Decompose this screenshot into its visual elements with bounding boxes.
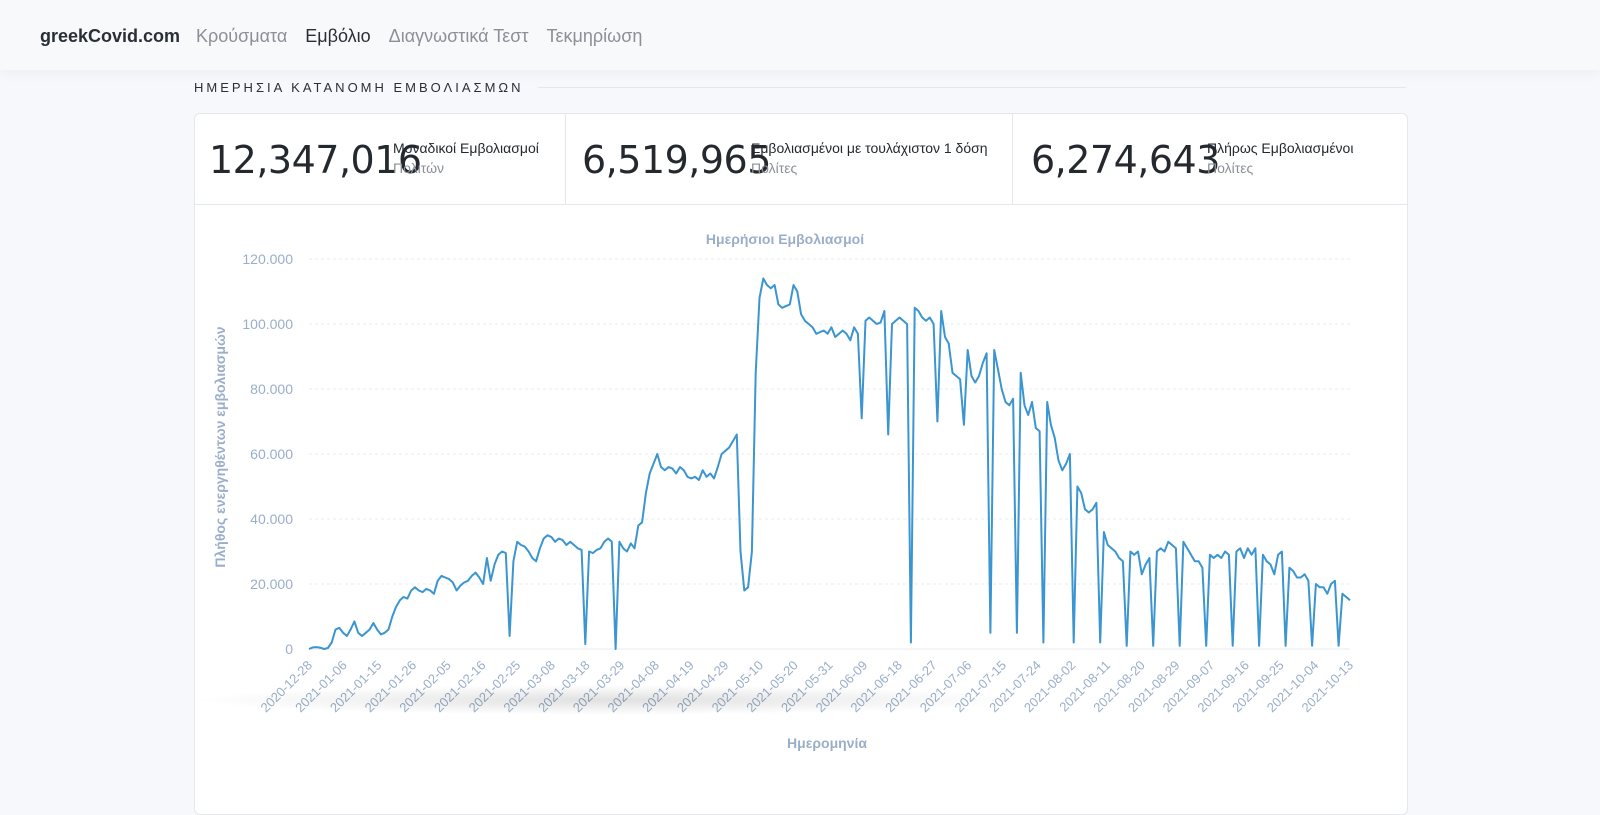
section-divider xyxy=(537,86,1406,88)
stats-row: 12,347,016 Μοναδικοί Εμβολιασμοί Πολιτών… xyxy=(195,114,1407,205)
brand-logo[interactable]: greekCovid.com xyxy=(40,26,181,46)
stat-unique-vaccinations: 12,347,016 Μοναδικοί Εμβολιασμοί Πολιτών xyxy=(195,114,566,204)
section-title: ΗΜΕΡΗΣΙΑ ΚΑΤΑΝΟΜΗ ΕΜΒΟΛΙΑΣΜΩΝ xyxy=(194,79,524,95)
series xyxy=(308,277,1351,650)
daily-vaccinations-chart: Ημερήσιοι Εμβολιασμοί 0 20.000 40.000 60.00… xyxy=(195,204,1407,804)
y-tick-label: 40.000 xyxy=(250,511,293,527)
nav-link-cases[interactable]: Κρούσματα xyxy=(196,26,288,46)
nav-link-docs[interactable]: Τεκμηρίωση xyxy=(546,26,643,46)
decorative-shadow xyxy=(190,685,1030,715)
section-header: ΗΜΕΡΗΣΙΑ ΚΑΤΑΝΟΜΗ ΕΜΒΟΛΙΑΣΜΩΝ xyxy=(194,77,1406,97)
nav-link-vaccine[interactable]: Εμβόλιο xyxy=(305,26,371,46)
stat-at-least-one-dose: 6,519,965 Εμβολιασμένοι με τουλάχιστον 1… xyxy=(566,114,1013,204)
y-tick-label: 120.000 xyxy=(242,251,293,267)
stat-value: 6,519,965 xyxy=(582,138,771,182)
series-line-daily-vaccinations xyxy=(308,277,1351,650)
stat-sublabel: Πολιτών xyxy=(393,160,445,176)
nav-link-tests[interactable]: Διαγνωστικά Τεστ xyxy=(388,26,529,46)
y-axis-ticks: 0 20.000 40.000 60.000 80.000 100.000 120.000 xyxy=(242,251,293,657)
stat-value: 6,274,643 xyxy=(1031,138,1220,182)
stat-sublabel: Πολίτες xyxy=(751,160,798,176)
stat-sublabel: Πολίτες xyxy=(1207,160,1254,176)
grid xyxy=(309,258,1350,650)
stat-label: Εμβολιασμένοι με τουλάχιστον 1 δόση xyxy=(751,140,988,156)
stat-fully-vaccinated: 6,274,643 Πλήρως Εμβολιασμένοι Πολίτες xyxy=(1013,114,1407,204)
stat-value: 12,347,016 xyxy=(209,138,422,182)
stat-label: Μοναδικοί Εμβολιασμοί xyxy=(393,140,539,156)
y-tick-label: 20.000 xyxy=(250,576,293,592)
y-tick-label: 100.000 xyxy=(242,316,293,332)
x-axis-label: Ημερομηνία xyxy=(787,735,867,751)
y-tick-label: 60.000 xyxy=(250,446,293,462)
y-axis-label: Πλήθος ενεργηθέντων εμβολιασμών xyxy=(212,326,228,567)
chart-svg: Ημερήσιοι Εμβολιασμοί 0 20.000 40.000 60.00… xyxy=(212,231,1356,751)
y-tick-label: 0 xyxy=(285,641,293,657)
vaccination-card: 12,347,016 Μοναδικοί Εμβολιασμοί Πολιτών… xyxy=(194,113,1408,815)
top-navbar: greekCovid.com Κρούσματα Εμβόλιο Διαγνωσ… xyxy=(0,0,1600,70)
y-tick-label: 80.000 xyxy=(250,381,293,397)
nav-links: Κρούσματα Εμβόλιο Διαγνωστικά Τεστ Τεκμη… xyxy=(196,26,642,47)
stat-label: Πλήρως Εμβολιασμένοι xyxy=(1207,140,1354,156)
chart-title: Ημερήσιοι Εμβολιασμοί xyxy=(706,231,864,247)
